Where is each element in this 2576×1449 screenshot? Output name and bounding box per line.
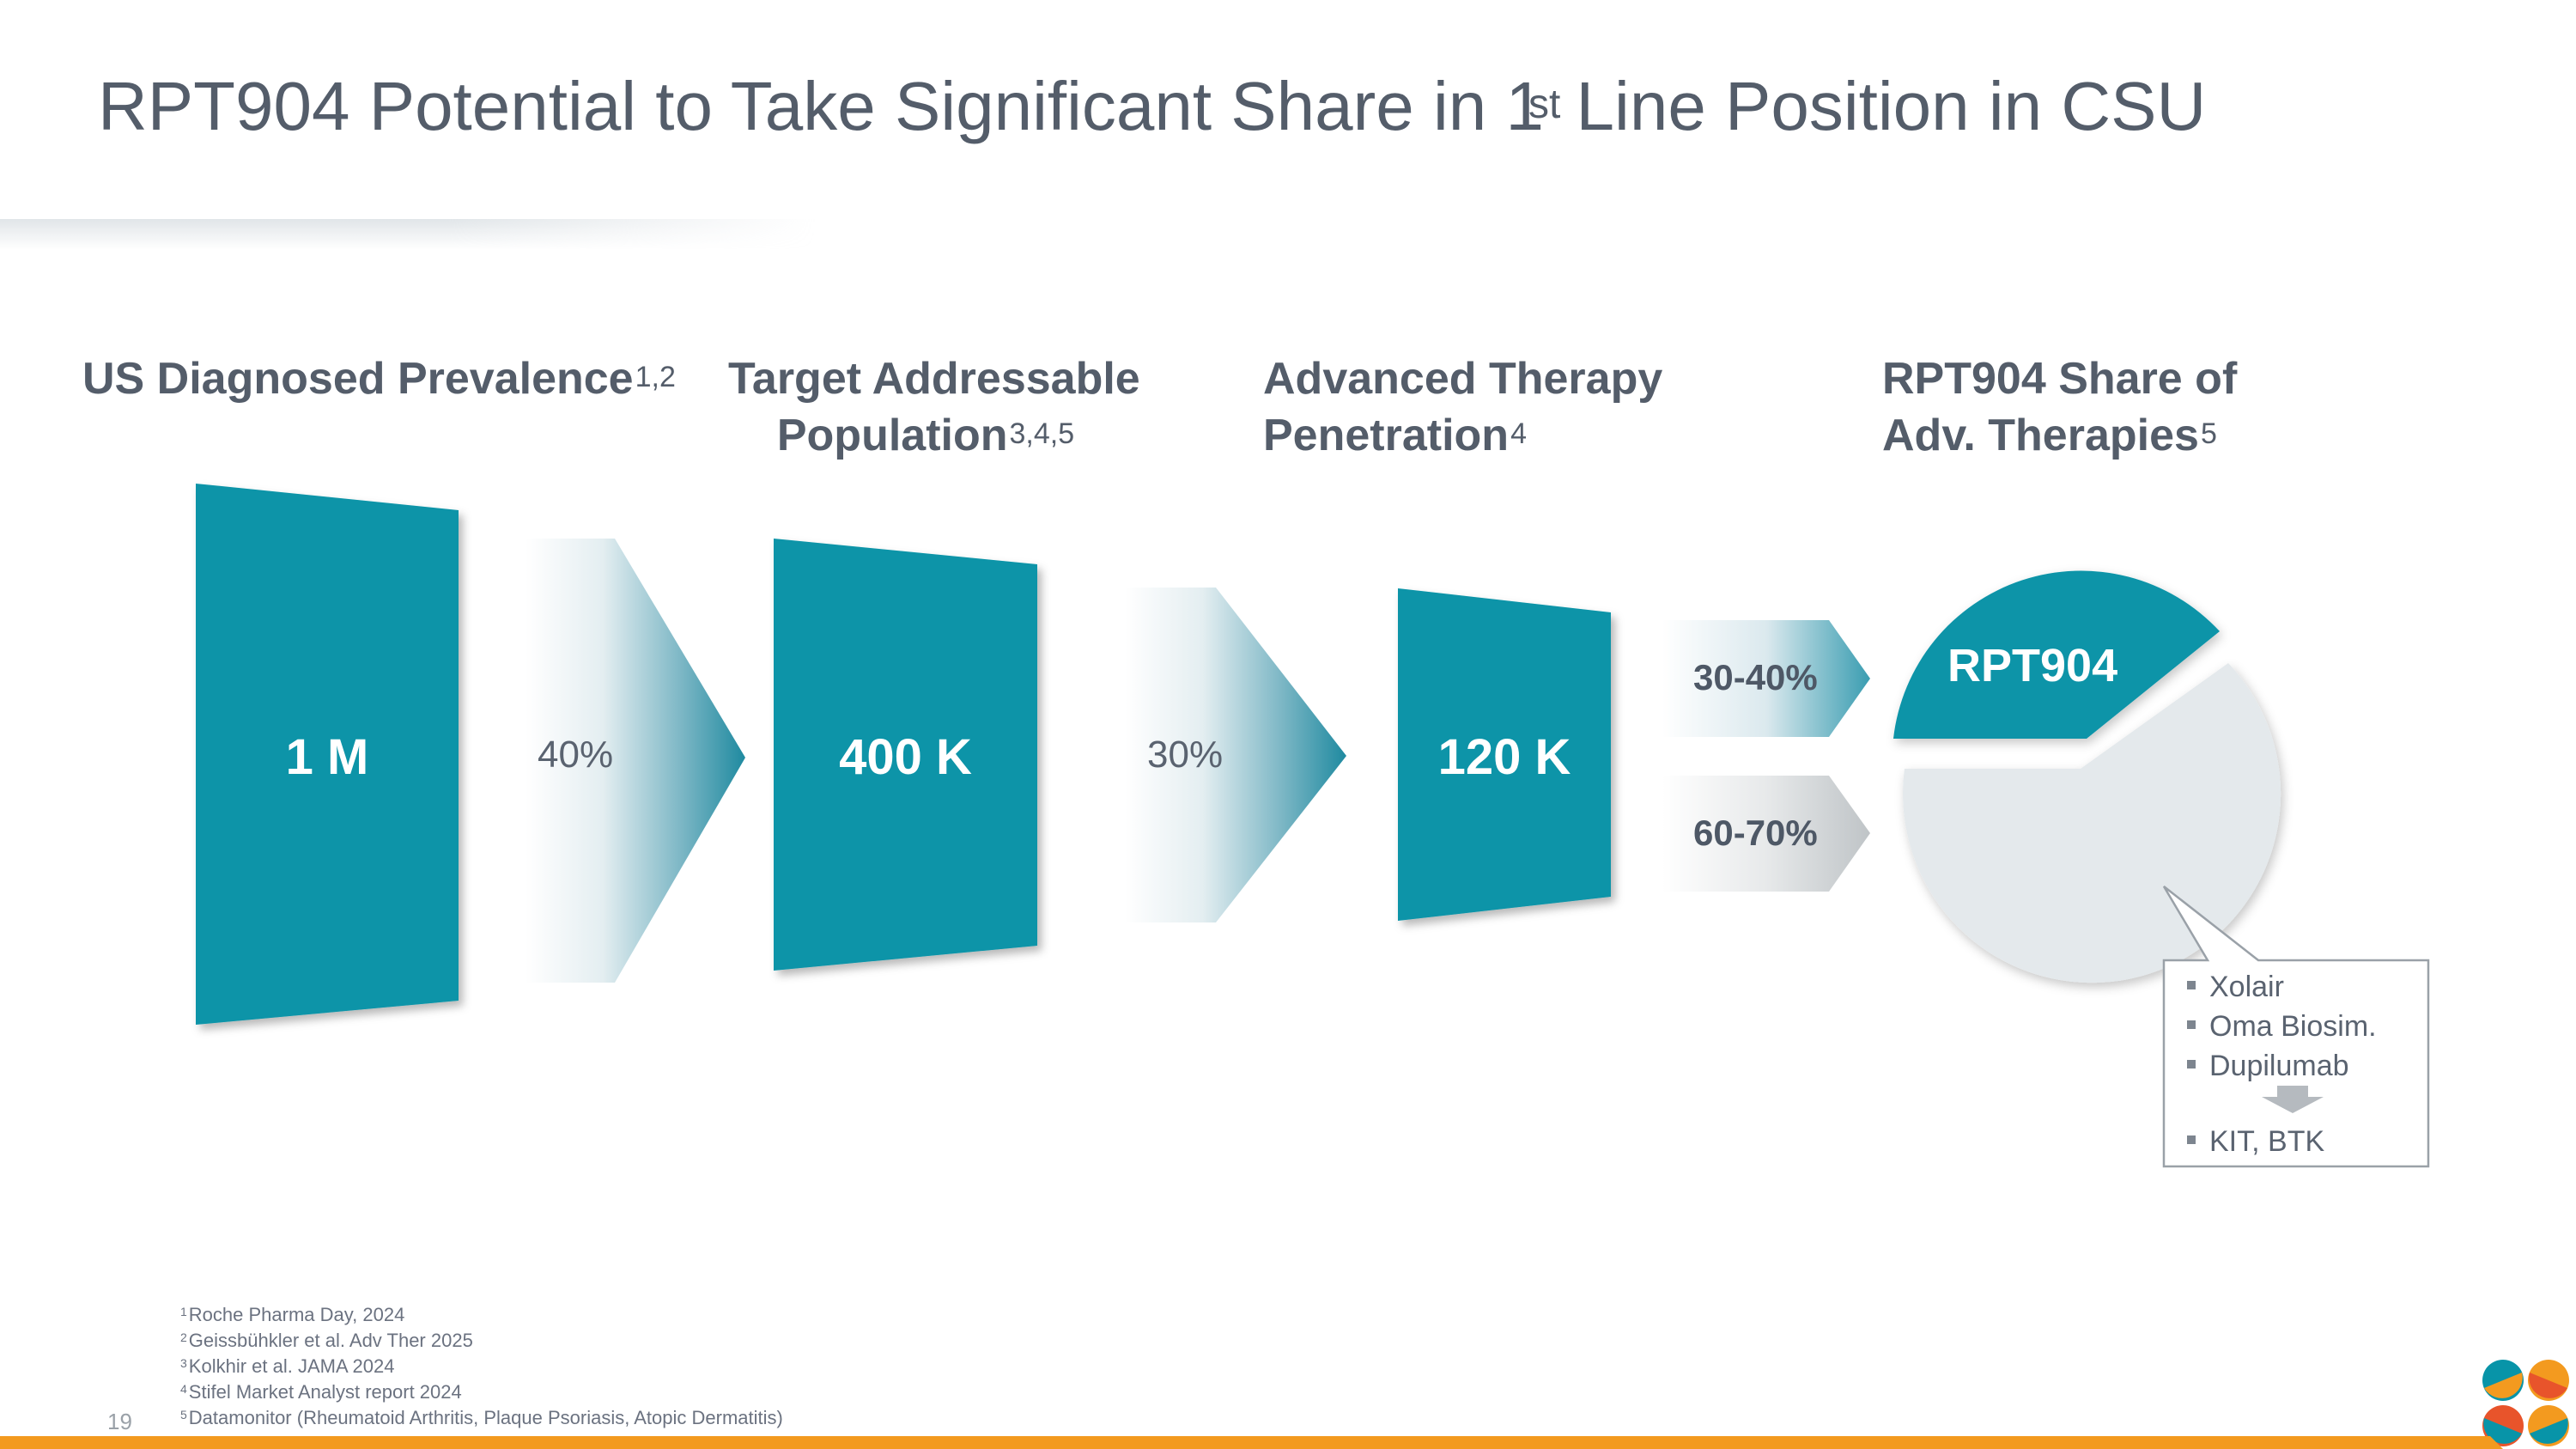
heading-target-addressable-population: Target Addressable Population3,4,5	[728, 350, 1140, 469]
split-label-30-40: 30-40%	[1693, 657, 1818, 697]
callout-item-text: Oma Biosim.	[2209, 1010, 2377, 1043]
split-arrow-teal	[1662, 620, 1870, 737]
footnote-num: 5	[180, 1408, 187, 1422]
footnote-text: Stifel Market Analyst report 2024	[188, 1381, 462, 1403]
heading-4-sup: 5	[2200, 417, 2217, 450]
heading-1-sup: 1,2	[635, 361, 676, 393]
heading-3-sup: 4	[1510, 417, 1527, 450]
funnel-value-120k: 120 K	[1437, 729, 1571, 785]
callout-box	[2162, 886, 2430, 1168]
callout-item-text: Xolair	[2209, 971, 2284, 1003]
footnote-text: Geissbühkler et al. Adv Ther 2025	[188, 1330, 473, 1351]
footnote-num: 4	[180, 1382, 187, 1396]
callout-item-oma-biosim: Oma Biosim.	[2187, 1007, 2377, 1046]
bullet-icon	[2187, 1060, 2196, 1069]
footnote-3: 3Kolkhir et al. JAMA 2024	[180, 1354, 783, 1379]
heading-1-line-1: US Diagnosed Prevalence	[82, 354, 634, 404]
heading-2-sup: 3,4,5	[1009, 417, 1075, 450]
footnote-num: 3	[180, 1356, 187, 1370]
slide-title: RPT904 Potential to Take Significant Sha…	[98, 67, 2206, 146]
heading-2-line-2: Population	[776, 411, 1008, 460]
footnote-num: 1	[180, 1305, 187, 1318]
conversion-rate-40: 40%	[538, 734, 614, 776]
funnel-box-400k	[774, 539, 1037, 971]
callout-list: Xolair Oma Biosim. Dupilumab KIT, BTK	[2187, 967, 2377, 1161]
funnel-box-1m	[196, 484, 459, 1025]
heading-4-line-1: RPT904 Share of	[1882, 354, 2238, 404]
pie-label-rpt904: RPT904	[1947, 640, 2118, 691]
title-superscript: st	[1528, 82, 1561, 127]
split-label-60-70: 60-70%	[1693, 813, 1818, 853]
pie-slice-rpt904	[1893, 570, 2220, 739]
title-prefix: RPT904 Potential to Take Significant Sha…	[98, 68, 1544, 144]
footnote-4: 4Stifel Market Analyst report 2024	[180, 1379, 783, 1405]
footnote-2: 2Geissbühkler et al. Adv Ther 2025	[180, 1328, 783, 1354]
heading-3-line-2: Penetration	[1263, 411, 1510, 460]
company-logo	[2482, 1360, 2569, 1446]
conversion-rate-30: 30%	[1147, 734, 1224, 776]
footnote-text: Roche Pharma Day, 2024	[188, 1304, 405, 1325]
heading-us-diagnosed-prevalence: US Diagnosed Prevalence1,2	[82, 350, 676, 412]
footnote-num: 2	[180, 1330, 187, 1344]
title-underline-shadow	[0, 219, 816, 250]
callout-item-text: Dupilumab	[2209, 1050, 2349, 1082]
callout-item-xolair: Xolair	[2187, 967, 2377, 1007]
heading-3-line-1: Advanced Therapy	[1263, 354, 1663, 404]
footnote-text: Kolkhir et al. JAMA 2024	[188, 1355, 395, 1377]
page-number: 19	[107, 1409, 132, 1434]
heading-4-line-2: Adv. Therapies	[1882, 411, 2199, 460]
callout-down-arrow-icon	[2262, 1086, 2324, 1113]
footnote-1: 1Roche Pharma Day, 2024	[180, 1302, 783, 1328]
bullet-icon	[2187, 1135, 2196, 1145]
heading-2-line-1: Target Addressable	[728, 354, 1140, 404]
funnel-value-1m: 1 M	[285, 729, 369, 785]
bullet-icon	[2187, 1020, 2196, 1030]
footnote-text: Datamonitor (Rheumatoid Arthritis, Plaqu…	[188, 1407, 783, 1428]
heading-rpt904-share: RPT904 Share of Adv. Therapies5	[1882, 350, 2237, 469]
funnel-box-120k	[1398, 588, 1611, 921]
heading-advanced-therapy-penetration: Advanced Therapy Penetration4	[1263, 350, 1662, 469]
bottom-accent-bar	[0, 1436, 2473, 1449]
footnotes: 1Roche Pharma Day, 2024 2Geissbühkler et…	[180, 1302, 783, 1431]
conversion-arrow-40	[526, 539, 745, 983]
callout-item-text: KIT, BTK	[2209, 1125, 2325, 1158]
split-arrow-gray	[1662, 776, 1870, 892]
callout-item-dupilumab: Dupilumab	[2187, 1046, 2377, 1086]
footnote-5: 5Datamonitor (Rheumatoid Arthritis, Plaq…	[180, 1405, 783, 1431]
bottom-bar-tail	[2464, 1436, 2503, 1449]
funnel-value-400k: 400 K	[839, 729, 972, 785]
title-suffix: Line Position in CSU	[1557, 68, 2207, 144]
bullet-icon	[2187, 981, 2196, 990]
conversion-arrow-30	[1125, 588, 1346, 922]
callout-item-kit-btk: KIT, BTK	[2187, 1122, 2377, 1161]
